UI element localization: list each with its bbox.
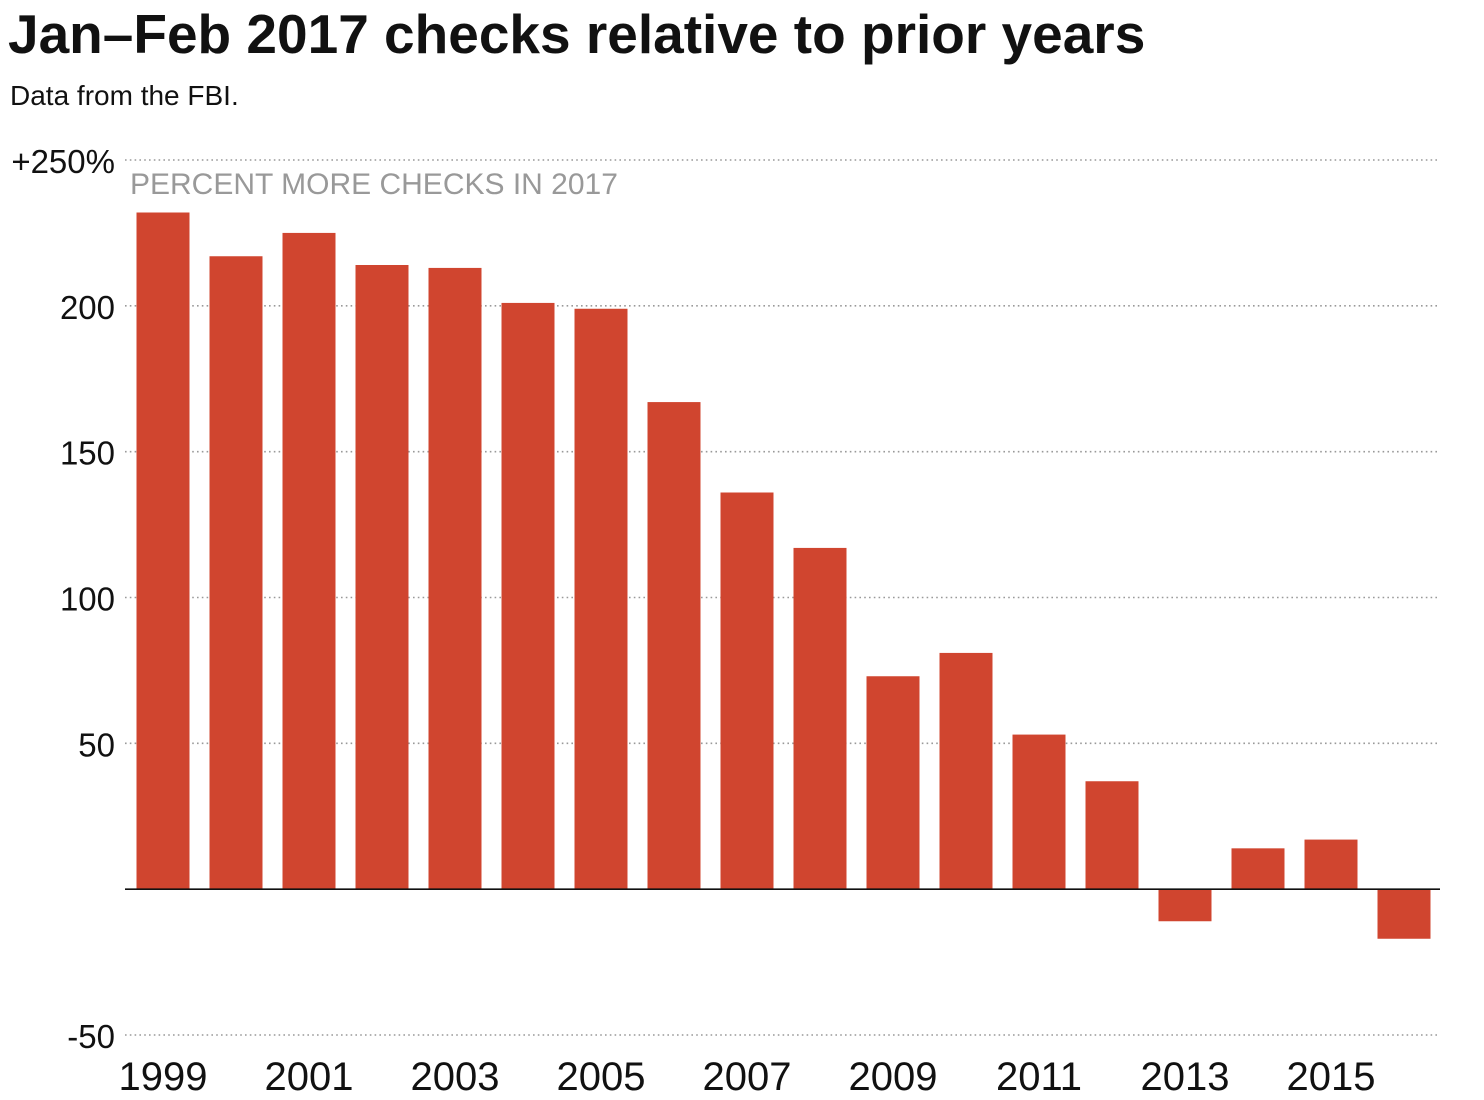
x-tick-label: 2015	[1287, 1055, 1376, 1099]
bar-2011	[1012, 734, 1066, 890]
bar-2002	[355, 265, 409, 890]
y-tick-label: 100	[60, 581, 115, 618]
x-tick-label: 2003	[411, 1055, 500, 1099]
y-axis-label: PERCENT MORE CHECKS IN 2017	[130, 168, 618, 201]
x-tick-label: 2013	[1141, 1055, 1230, 1099]
bar-2001	[282, 232, 336, 890]
bar-2008	[793, 547, 847, 890]
bar-2012	[1085, 781, 1139, 890]
bar-2006	[647, 402, 701, 890]
y-tick-label: 150	[60, 435, 115, 472]
x-tick-label: 2011	[996, 1055, 1082, 1099]
bar-2010	[939, 652, 993, 890]
y-tick-label: +250%	[11, 143, 115, 180]
x-tick-labels: 1999 2001 2003 2005 2007 2009 2011 2013 2015	[119, 1055, 1376, 1099]
x-tick-label: 2005	[557, 1055, 646, 1099]
y-tick-label: 200	[60, 289, 115, 326]
x-tick-label: 1999	[119, 1055, 208, 1099]
bar-2013	[1158, 889, 1212, 922]
bar-2003	[428, 267, 482, 890]
bar-2009	[866, 676, 920, 890]
bars	[136, 212, 1431, 939]
bar-2000	[209, 256, 263, 890]
chart-subtitle: Data from the FBI.	[10, 80, 239, 111]
x-tick-label: 2001	[265, 1055, 354, 1099]
bar-2014	[1231, 848, 1285, 890]
bar-1999	[136, 212, 190, 890]
chart-title: Jan–Feb 2017 checks relative to prior ye…	[8, 3, 1145, 65]
bar-2004	[501, 302, 555, 890]
bar-2016	[1377, 889, 1431, 939]
bar-2005	[574, 308, 628, 890]
bar-2015	[1304, 839, 1358, 890]
x-tick-label: 2007	[703, 1055, 792, 1099]
y-tick-label: -50	[67, 1018, 115, 1055]
bar-2007	[720, 492, 774, 890]
y-tick-label: 50	[78, 726, 115, 763]
y-tick-labels: +250% 200 150 100 50 -50	[11, 143, 115, 1055]
x-tick-label: 2009	[849, 1055, 938, 1099]
